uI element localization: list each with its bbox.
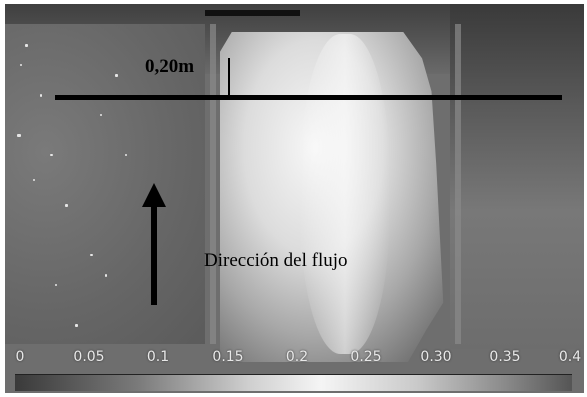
colorbar: [15, 374, 572, 391]
top-marker-bar: [205, 10, 300, 16]
colorbar-tick: 0.05: [73, 349, 105, 365]
colorbar-tick: 0.30: [420, 349, 452, 365]
tracer-speck: [105, 274, 107, 277]
colorbar-tick: 0.2: [285, 349, 309, 365]
colorbar-tick: 0.25: [350, 349, 382, 365]
flow-arrow-shaft: [151, 200, 157, 305]
tracer-speck: [100, 114, 102, 116]
tracer-speck: [33, 179, 35, 181]
tracer-speck: [50, 154, 53, 156]
colorbar-tick: 0: [15, 349, 25, 365]
photo-background-left: [5, 24, 205, 344]
channel-wall-left: [210, 24, 216, 344]
tracer-speck: [90, 254, 93, 256]
colorbar-ticks: 0 0.05 0.1 0.15 0.2 0.25 0.30 0.35 0.4: [0, 349, 587, 369]
tracer-speck: [125, 154, 127, 156]
tracer-speck: [40, 94, 42, 97]
colorbar-tick: 0.35: [489, 349, 521, 365]
tracer-speck: [25, 44, 28, 47]
photo-background-right: [450, 4, 584, 349]
colorbar-tick: 0.15: [212, 349, 244, 365]
tracer-speck: [65, 204, 68, 207]
reference-line: [55, 95, 562, 100]
velocity-field-photo: [5, 4, 584, 393]
reference-tick: [228, 58, 230, 96]
scale-label: 0,20m: [145, 56, 195, 77]
tracer-speck: [75, 324, 78, 327]
channel-wall-right: [455, 24, 461, 344]
colorbar-tick: 0.1: [146, 349, 170, 365]
tracer-speck: [115, 74, 118, 77]
tracer-speck: [17, 134, 21, 137]
tracer-speck: [20, 64, 22, 66]
velocity-highlight-band: [300, 34, 390, 354]
colorbar-tick: 0.4: [558, 349, 582, 365]
tracer-speck: [55, 284, 57, 286]
flow-direction-label: Dirección del flujo: [204, 250, 348, 271]
